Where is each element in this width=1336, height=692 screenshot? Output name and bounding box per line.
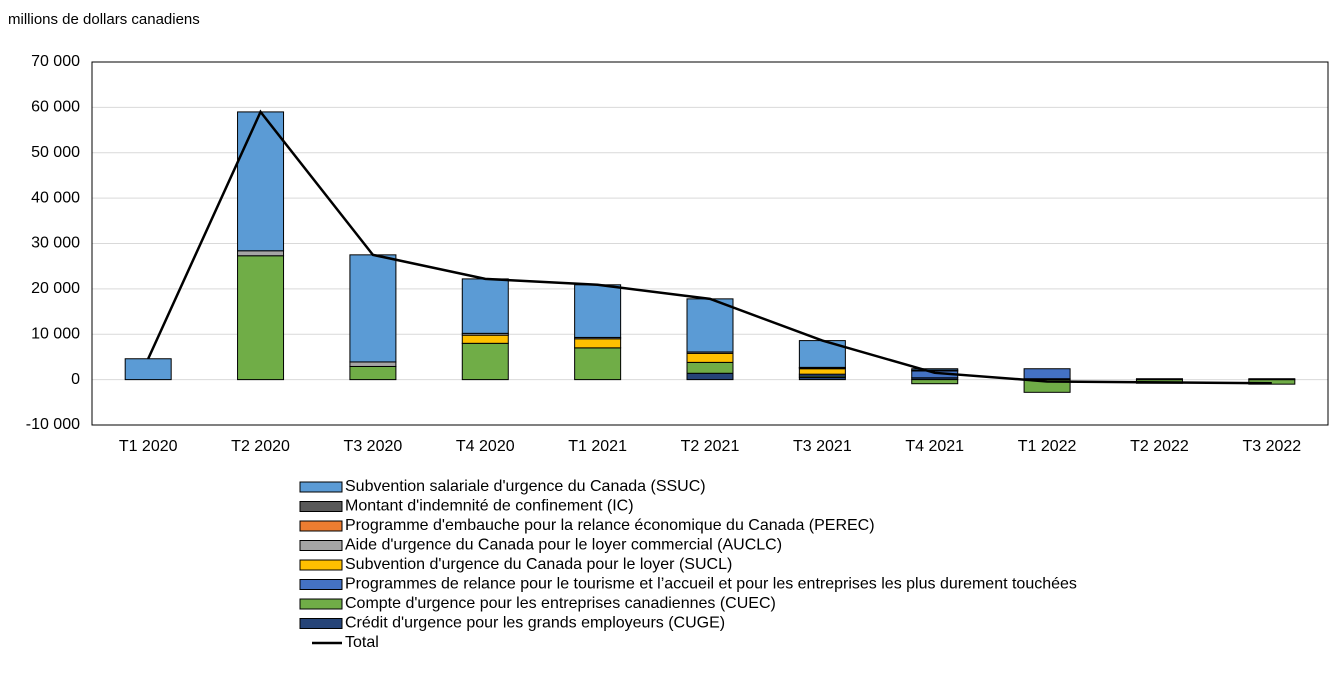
bar-segment <box>125 359 171 380</box>
y-tick-label: 0 <box>71 371 80 388</box>
bar-segment <box>687 373 733 379</box>
x-tick-label: T3 2021 <box>793 438 852 455</box>
x-tick-label: T1 2022 <box>1018 438 1077 455</box>
x-tick-label: T2 2020 <box>231 438 290 455</box>
legend-label: Crédit d'urgence pour les grands employe… <box>345 615 725 632</box>
legend-swatch <box>300 541 342 551</box>
bar-segment <box>912 380 958 384</box>
legend-label: Programme d'embauche pour la relance éco… <box>345 517 875 534</box>
legend-label: Montant d'indemnité de confinement (IC) <box>345 498 634 515</box>
y-tick-label: 70 000 <box>31 53 80 70</box>
bar-segment <box>462 343 508 379</box>
bar-segment <box>1136 379 1182 380</box>
bar-segment <box>687 299 733 352</box>
bar-segment <box>350 366 396 379</box>
x-tick-label: T3 2020 <box>344 438 403 455</box>
y-tick-label: -10 000 <box>26 416 80 433</box>
y-tick-label: 10 000 <box>31 325 80 342</box>
legend-swatch <box>300 599 342 609</box>
legend-label: Compte d'urgence pour les entreprises ca… <box>345 595 776 612</box>
bar-segment <box>1249 379 1295 380</box>
legend-swatch <box>300 482 342 492</box>
legend-label: Aide d'urgence du Canada pour le loyer c… <box>345 537 782 554</box>
y-tick-label: 30 000 <box>31 235 80 252</box>
bar-segment <box>687 362 733 373</box>
bar-segment <box>462 335 508 343</box>
bar-segment <box>1024 369 1070 379</box>
x-tick-label: T1 2021 <box>568 438 627 455</box>
legend-swatch <box>300 560 342 570</box>
x-tick-label: T4 2021 <box>905 438 964 455</box>
y-tick-label: 60 000 <box>31 99 80 116</box>
y-tick-label: 40 000 <box>31 189 80 206</box>
bar-segment <box>687 353 733 362</box>
legend-label: Subvention d'urgence du Canada pour le l… <box>345 556 732 573</box>
x-tick-label: T4 2020 <box>456 438 515 455</box>
bar-segment <box>238 251 284 256</box>
legend-swatch <box>300 619 342 629</box>
legend-swatch <box>300 502 342 512</box>
y-tick-label: 50 000 <box>31 144 80 161</box>
bar-segment <box>350 362 396 367</box>
bar-segment <box>350 255 396 362</box>
bar-segment <box>799 369 845 374</box>
y-tick-label: 20 000 <box>31 280 80 297</box>
x-tick-label: T2 2021 <box>681 438 740 455</box>
bar-segment <box>462 279 508 333</box>
bar-segment <box>238 256 284 380</box>
legend-label: Programmes de relance pour le tourisme e… <box>345 576 1077 593</box>
legend-swatch <box>300 521 342 531</box>
x-tick-label: T3 2022 <box>1242 438 1301 455</box>
legend-label: Subvention salariale d'urgence du Canada… <box>345 478 706 495</box>
bar-segment <box>575 285 621 338</box>
y-axis-label: millions de dollars canadiens <box>8 11 200 28</box>
bar-segment <box>575 348 621 380</box>
bar-segment <box>575 339 621 348</box>
x-tick-label: T1 2020 <box>119 438 178 455</box>
legend-swatch <box>300 580 342 590</box>
x-tick-label: T2 2022 <box>1130 438 1189 455</box>
legend-label: Total <box>345 634 379 651</box>
